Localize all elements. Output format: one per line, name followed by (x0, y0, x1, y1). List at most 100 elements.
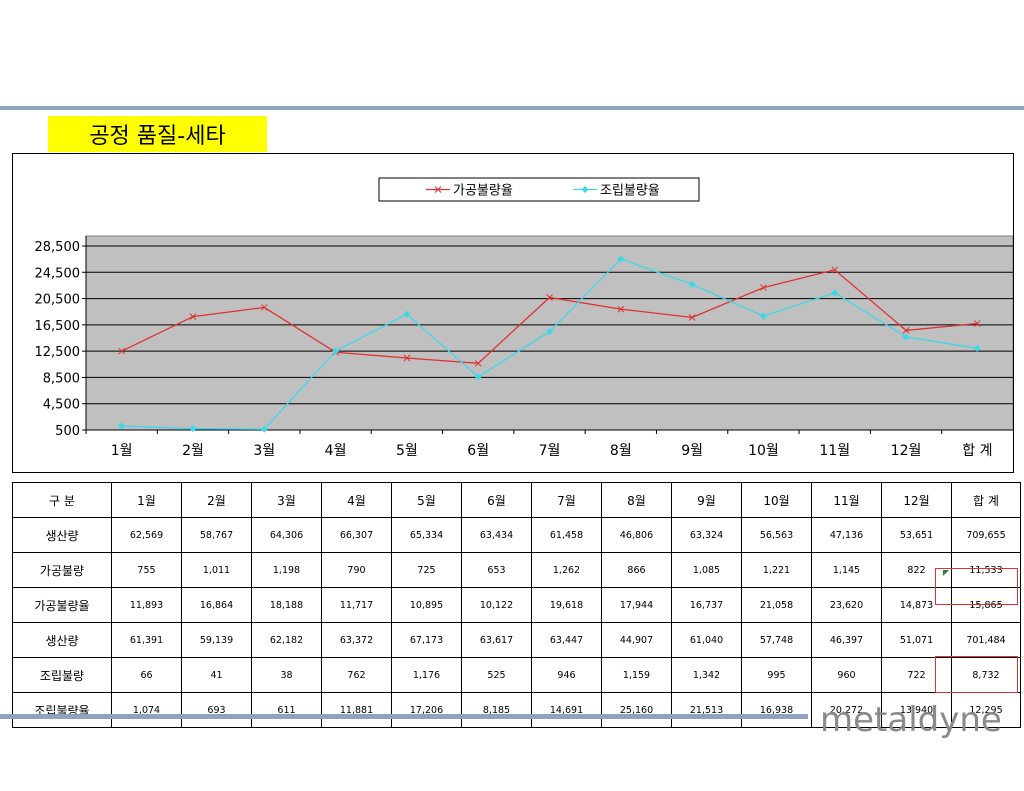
y-tick-label: 24,500 (35, 266, 81, 281)
table-cell: 13,940 (881, 692, 952, 728)
table-cell: 822 (881, 552, 952, 588)
data-point (760, 284, 767, 291)
data-point (973, 320, 981, 327)
y-tick-label: 20,500 (35, 293, 81, 308)
data-point (403, 354, 411, 362)
line-chart: 28,500 24,500 20,500 16,500 12,500 8,500 4,500… (35, 177, 1013, 459)
data-point (759, 312, 767, 320)
data-point (189, 425, 197, 433)
row-label: 생산량 (12, 517, 112, 553)
data-point (332, 347, 340, 355)
x-tick-label: 2월 (182, 443, 204, 459)
cell-marker-icon (943, 570, 949, 576)
table-header-cell: 구 분 (12, 482, 112, 518)
y-tick-label: 8,500 (43, 371, 80, 386)
x-tick-label: 10월 (748, 443, 779, 459)
highlight-box-assembly-total (935, 656, 1018, 693)
table-cell: 63,434 (461, 517, 532, 553)
table-cell: 46,806 (601, 517, 672, 553)
table-cell: 1,074 (111, 692, 182, 728)
table-header-cell: 8월 (601, 482, 672, 518)
table-cell: 56,563 (741, 517, 812, 553)
table-cell: 11,533 (951, 552, 1021, 588)
data-point (617, 255, 625, 263)
chart-frame: 28,500 24,500 20,500 16,500 12,500 8,500 4,500… (12, 153, 1014, 473)
table-cell: 67,173 (391, 622, 462, 658)
table-cell: 62,182 (251, 622, 322, 658)
data-point (973, 344, 981, 352)
data-point (617, 305, 625, 313)
x-tick-label: 1월 (111, 443, 133, 459)
table-cell: 25,160 (601, 692, 672, 728)
table-cell: 46,397 (811, 622, 882, 658)
table-header-cell: 합 계 (951, 482, 1021, 518)
table-cell: 525 (461, 657, 532, 693)
data-point (688, 314, 696, 321)
data-table: 구 분 1월 2월 3월 4월 5월 6월 7월 8월 9월 10월 11월 12월 합 계 생산량 62,… (12, 482, 1021, 728)
table-cell: 61,458 (531, 517, 602, 553)
table-cell: 59,139 (181, 622, 252, 658)
table-header-cell: 5월 (391, 482, 462, 518)
legend-label: 조립불량율 (600, 184, 660, 199)
table-cell: 15,865 (951, 587, 1021, 623)
table-cell: 709,655 (951, 517, 1021, 553)
table-cell: 1,011 (181, 552, 252, 588)
x-tick-label: 4월 (325, 443, 347, 459)
x-tick-label: 5월 (396, 443, 418, 459)
table-cell: 960 (811, 657, 882, 693)
data-point (546, 294, 553, 301)
table-row: 가공불량 755 1,011 1,198 790 725 653 1,262 866 1,085 1… (12, 552, 1021, 588)
table-cell: 1,145 (811, 552, 882, 588)
table-cell: 63,617 (461, 622, 532, 658)
table-cell: 701,484 (951, 622, 1021, 658)
table-cell: 725 (391, 552, 462, 588)
x-tick-label: 6월 (467, 443, 489, 459)
legend-label: 가공불량율 (453, 184, 513, 199)
table-cell: 23,620 (811, 587, 882, 623)
table-cell: 8,185 (461, 692, 532, 728)
table-cell: 17,206 (391, 692, 462, 728)
data-point (260, 425, 268, 433)
row-label: 조립불량 (12, 657, 112, 693)
table-cell: 611 (251, 692, 322, 728)
table-cell: 14,691 (531, 692, 602, 728)
row-label: 가공불량율 (12, 587, 112, 623)
top-divider (0, 106, 1024, 110)
table-cell: 47,136 (811, 517, 882, 553)
table-cell: 755 (111, 552, 182, 588)
table-header-cell: 6월 (461, 482, 532, 518)
table-header-cell: 10월 (741, 482, 812, 518)
table-row: 조립불량 66 41 38 762 1,176 525 946 1,159 1,342 995 960… (12, 657, 1021, 693)
data-point (474, 373, 482, 381)
table-cell: 10,895 (391, 587, 462, 623)
legend (378, 177, 700, 202)
table-cell: 66,307 (321, 517, 392, 553)
data-point (260, 304, 268, 311)
data-point (189, 313, 197, 320)
data-point (902, 333, 910, 341)
table-cell: 63,324 (671, 517, 742, 553)
data-point (831, 266, 839, 274)
legend-marker (434, 186, 442, 193)
bottom-divider (0, 714, 808, 719)
table-cell: 8,732 (951, 657, 1021, 693)
y-tick-label: 28,500 (35, 240, 81, 255)
table-cell: 63,372 (321, 622, 392, 658)
table-cell: 19,618 (531, 587, 602, 623)
table-cell: 38 (251, 657, 322, 693)
table-cell: 16,938 (741, 692, 812, 728)
table-row: 가공불량율 11,893 16,864 18,188 11,717 10,895 10,12… (12, 587, 1021, 623)
table-cell: 1,198 (251, 552, 322, 588)
table-cell: 995 (741, 657, 812, 693)
table-cell: 20,272 (811, 692, 882, 728)
y-tick-label: 4,500 (43, 398, 80, 413)
table-cell: 866 (601, 552, 672, 588)
data-point (118, 422, 126, 430)
table-cell: 790 (321, 552, 392, 588)
table-cell: 16,864 (181, 587, 252, 623)
table-header-cell: 1월 (111, 482, 182, 518)
row-label: 조립불량율 (12, 692, 112, 728)
table-row: 생산량 62,569 58,767 64,306 66,307 65,334 63,434 6… (12, 517, 1021, 553)
table-cell: 16,737 (671, 587, 742, 623)
table-cell: 61,040 (671, 622, 742, 658)
